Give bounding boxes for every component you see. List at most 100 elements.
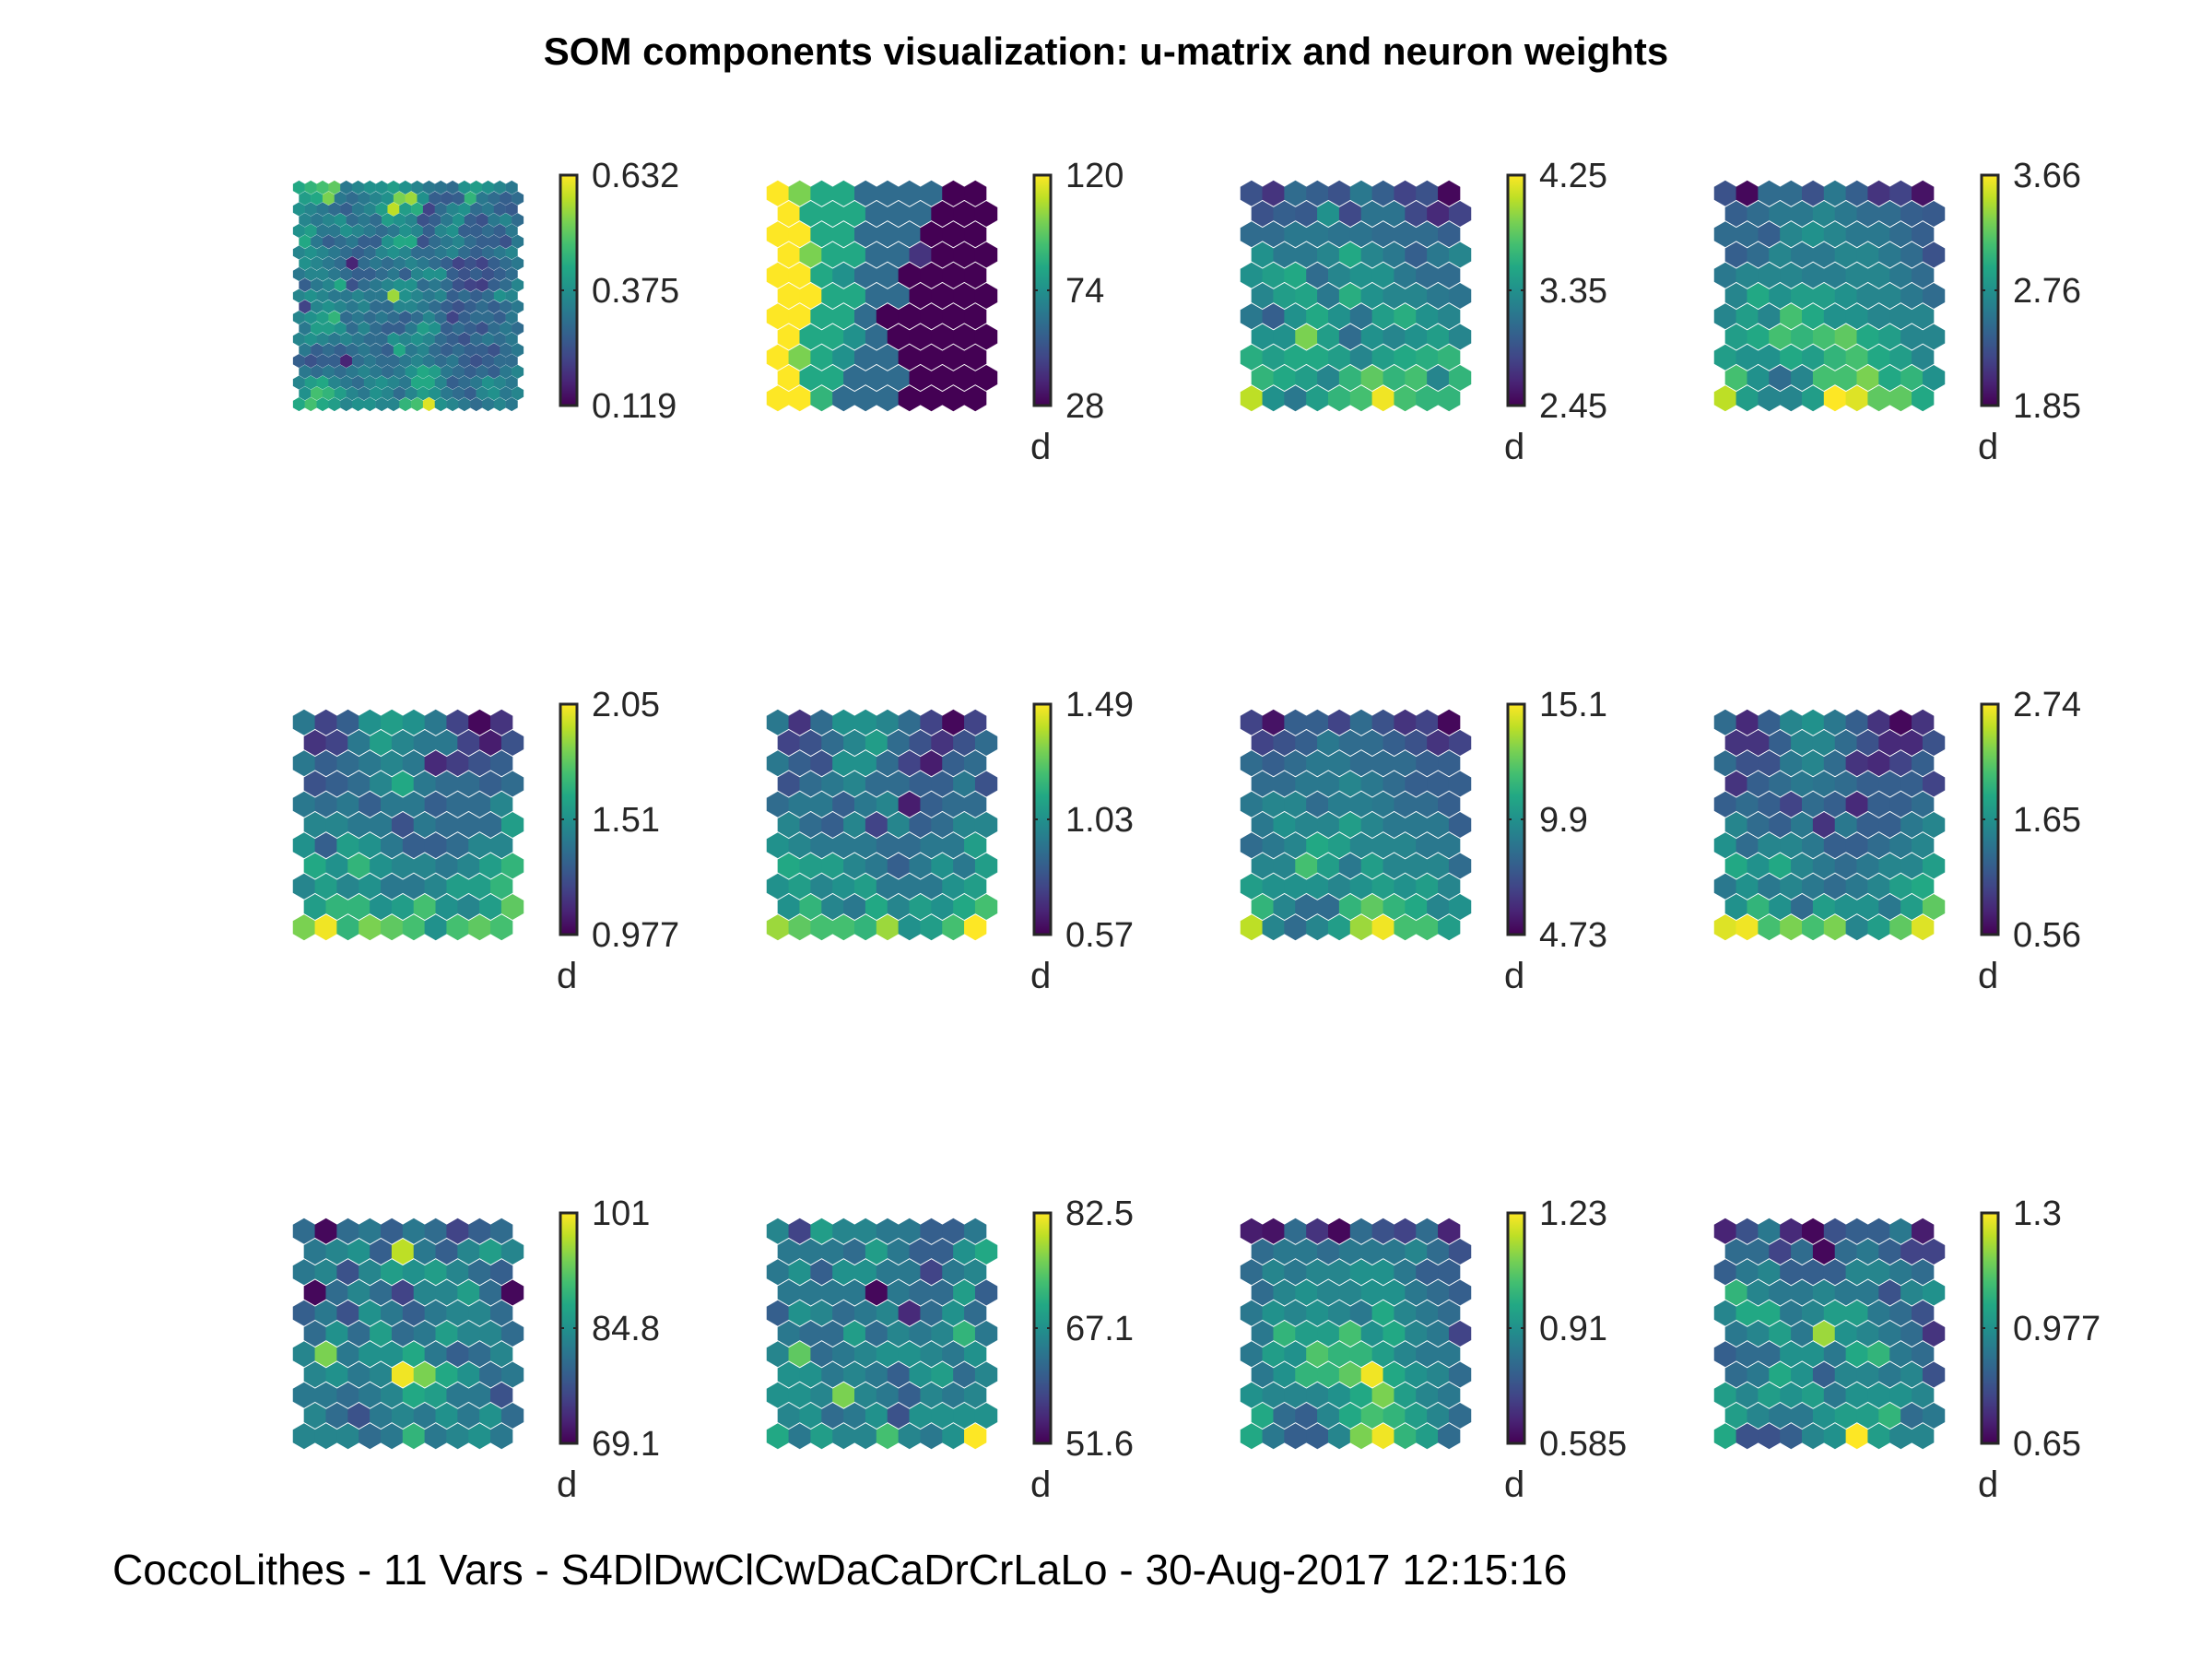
hex-cell: [370, 364, 382, 379]
hex-cell: [292, 1382, 316, 1408]
hex-cell: [363, 332, 376, 347]
hex-cell: [898, 1218, 921, 1244]
hex-cell: [382, 234, 394, 249]
hex-cell: [1713, 873, 1737, 900]
hex-cell: [446, 354, 459, 369]
hex-cell: [1889, 1218, 1912, 1244]
hex-cell: [854, 1300, 877, 1326]
hex-cell: [1735, 914, 1759, 941]
hex-cell: [1856, 1320, 1879, 1347]
hex-cell: [1834, 811, 1857, 839]
hex-cell: [479, 893, 502, 921]
hex-cell: [351, 180, 365, 194]
hex-cell: [1912, 709, 1935, 735]
hex-cell: [1845, 1218, 1868, 1244]
hex-cell: [1251, 1238, 1274, 1265]
hex-cell: [777, 282, 800, 310]
hex-cell: [334, 277, 347, 292]
hex-cell: [843, 771, 866, 797]
hex-cell: [931, 1279, 954, 1306]
hex-cell: [1845, 1300, 1868, 1326]
hex-cell: [1769, 364, 1792, 392]
hex-cell: [1273, 771, 1296, 797]
hex-cell: [788, 1382, 811, 1408]
hex-cell: [468, 1259, 491, 1286]
hex-cell: [1284, 1341, 1307, 1368]
hex-cell: [920, 873, 943, 900]
hex-cell: [777, 853, 800, 879]
hex-cell: [1317, 1238, 1340, 1265]
hex-cell: [1427, 1361, 1450, 1388]
hex-cell: [512, 386, 524, 401]
colorbar-tick-label: 1.51: [592, 801, 660, 840]
hex-cell: [821, 282, 844, 310]
hex-cell: [490, 1259, 513, 1286]
hex-cell: [1371, 1382, 1394, 1408]
hex-cell: [482, 180, 495, 194]
hex-cell: [1262, 832, 1285, 859]
hex-cell: [382, 277, 394, 292]
figure-title: SOM components visualization: u-matrix a…: [543, 29, 1669, 73]
hex-cell: [1735, 303, 1759, 330]
hex-cell: [1405, 241, 1428, 268]
hex-cell: [359, 791, 382, 818]
hex-cell: [1262, 709, 1285, 735]
hex-cell: [512, 234, 524, 249]
hex-cell: [359, 1382, 382, 1408]
hex-cell: [457, 1361, 480, 1388]
hex-cell: [299, 386, 312, 401]
hex-cell: [1328, 1341, 1351, 1368]
hex-cell: [1416, 1423, 1439, 1450]
hex-cell: [375, 397, 388, 412]
hex-cell: [865, 1279, 888, 1306]
hex-cell: [1448, 200, 1472, 228]
hex-cell: [1262, 873, 1285, 900]
hex-cell: [1360, 853, 1383, 879]
hex-cell: [399, 266, 412, 282]
hex-cell: [1394, 709, 1417, 735]
hex-cell: [1349, 1341, 1373, 1368]
hex-cell: [898, 1423, 921, 1450]
hex-cell: [920, 1423, 943, 1450]
hex-cell: [402, 709, 426, 735]
hex-cell: [1735, 1259, 1759, 1286]
hex-cell: [359, 1259, 382, 1286]
hex-cell: [1349, 832, 1373, 859]
hex-cell: [1769, 771, 1792, 797]
hex-cell: [1240, 1423, 1264, 1450]
hex-cell: [1780, 1300, 1803, 1326]
hex-cell: [1317, 893, 1340, 921]
hex-cell: [468, 709, 491, 735]
hex-cell: [887, 241, 910, 268]
hex-cell: [1878, 729, 1901, 757]
hex-cell: [1295, 1402, 1318, 1430]
hex-cell: [876, 344, 900, 371]
hex-cell: [393, 300, 406, 314]
hex-cell: [1724, 241, 1747, 268]
hex-cell: [391, 771, 415, 797]
hex-cell: [887, 729, 910, 757]
hex-cell: [402, 791, 426, 818]
hex-cell: [788, 385, 811, 412]
hex-cell: [1922, 729, 1946, 757]
hex-cell: [1867, 385, 1890, 412]
hex-cell: [1735, 344, 1759, 371]
hex-cell: [1867, 303, 1890, 330]
hex-cell: [405, 300, 418, 314]
hex-cell: [347, 1320, 371, 1347]
hex-cell: [1713, 262, 1737, 288]
hex-cell: [964, 1382, 987, 1408]
hex-cell: [788, 873, 811, 900]
hex-cell: [1394, 791, 1417, 818]
hex-cell: [832, 385, 855, 412]
hex-cell: [1735, 873, 1759, 900]
hex-cell: [358, 364, 371, 379]
hex-cell: [1405, 364, 1428, 392]
hex-cell: [405, 277, 418, 292]
hex-cell: [1724, 1361, 1747, 1388]
hex-cell: [832, 344, 855, 371]
hex-cell: [1867, 1423, 1890, 1450]
hex-cell: [393, 277, 406, 292]
hex-cell: [909, 282, 932, 310]
hex-cell: [1834, 1279, 1857, 1306]
